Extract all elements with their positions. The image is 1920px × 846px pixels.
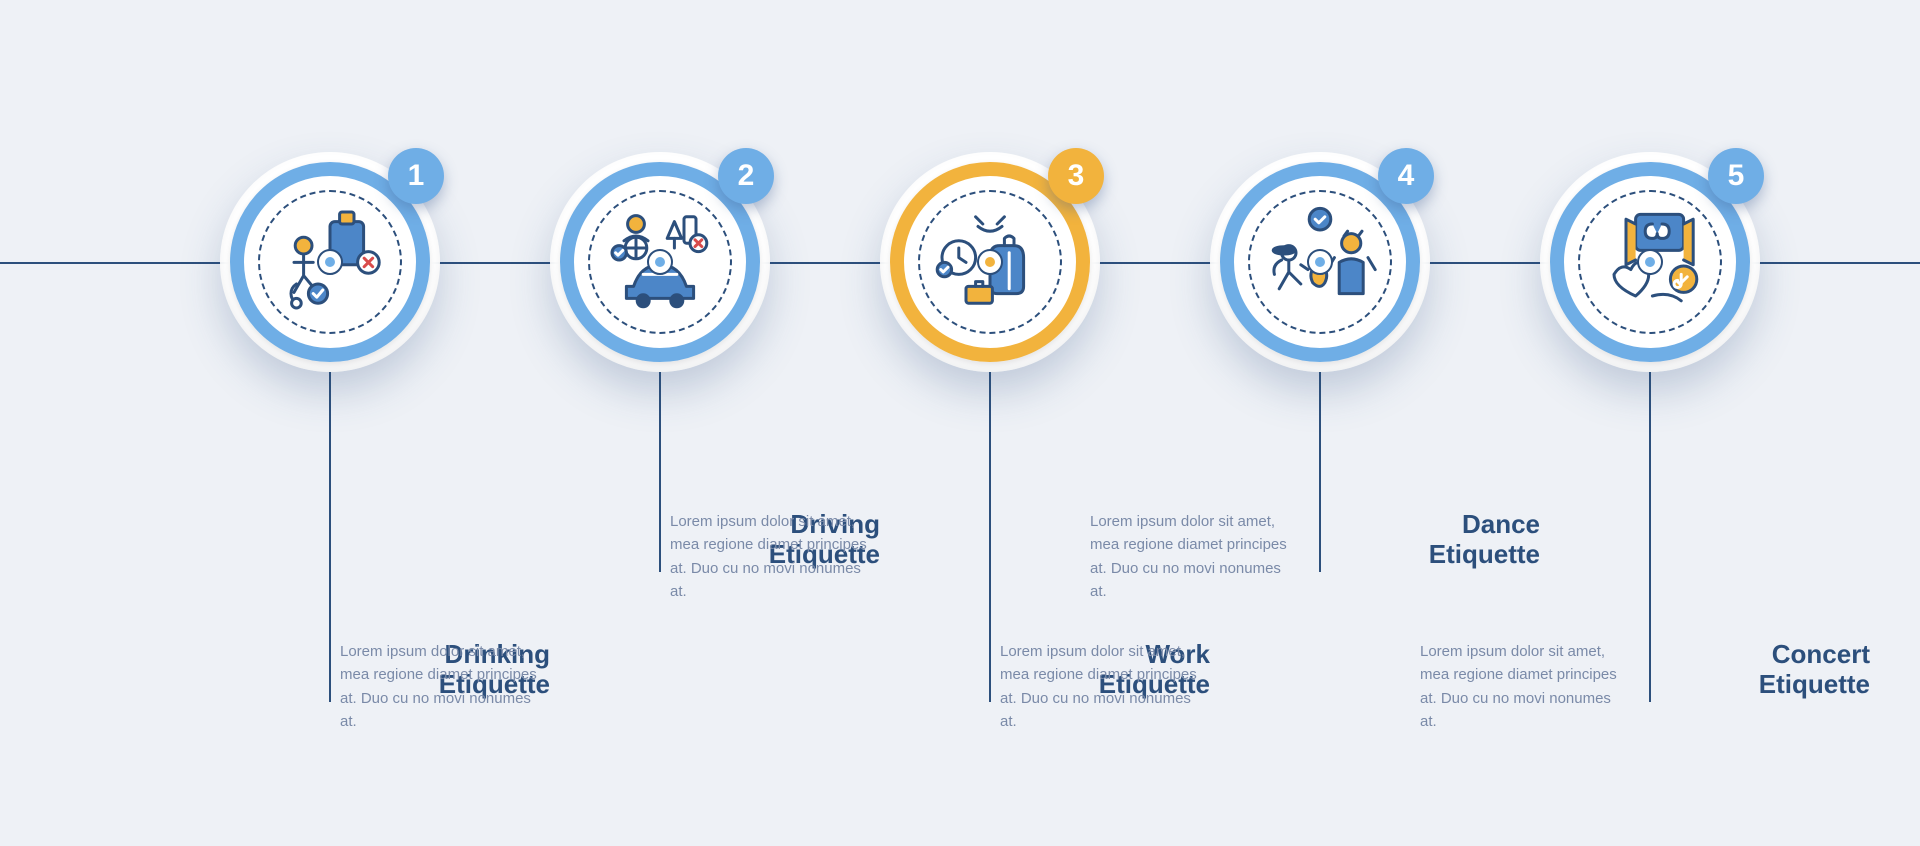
step-title: DanceEtiquette [1330, 510, 1540, 570]
step-card-3: 3 [880, 152, 1100, 372]
connector-dot [977, 249, 1003, 275]
step-body: Lorem ipsum dolor sit amet, mea regione … [1090, 510, 1300, 603]
connector-dot [317, 249, 343, 275]
step-number-badge: 1 [388, 148, 444, 204]
step-card-5: 5 [1540, 152, 1760, 372]
step-number-badge: 5 [1708, 148, 1764, 204]
step-card-1: 1 [220, 152, 440, 372]
step-text-2: DrivingEtiquetteLorem ipsum dolor sit am… [320, 510, 880, 576]
step-text-1: DrinkingEtiquetteLorem ipsum dolor sit a… [0, 640, 550, 706]
step-body: Lorem ipsum dolor sit amet, mea regione … [670, 510, 880, 603]
connector-dot [1307, 249, 1333, 275]
step-body: Lorem ipsum dolor sit amet, mea regione … [1420, 640, 1630, 733]
step-number-badge: 4 [1378, 148, 1434, 204]
connector-dot [1637, 249, 1663, 275]
connector-dot [647, 249, 673, 275]
step-card-2: 2 [550, 152, 770, 372]
connector-stem [1319, 372, 1321, 572]
connector-stem [1649, 372, 1651, 702]
step-body: Lorem ipsum dolor sit amet, mea regione … [340, 640, 550, 733]
step-card-4: 4 [1210, 152, 1430, 372]
step-number-badge: 2 [718, 148, 774, 204]
step-number-badge: 3 [1048, 148, 1104, 204]
step-text-3: WorkEtiquetteLorem ipsum dolor sit amet,… [650, 640, 1210, 706]
step-body: Lorem ipsum dolor sit amet, mea regione … [1000, 640, 1210, 733]
step-title: ConcertEtiquette [1660, 640, 1870, 700]
